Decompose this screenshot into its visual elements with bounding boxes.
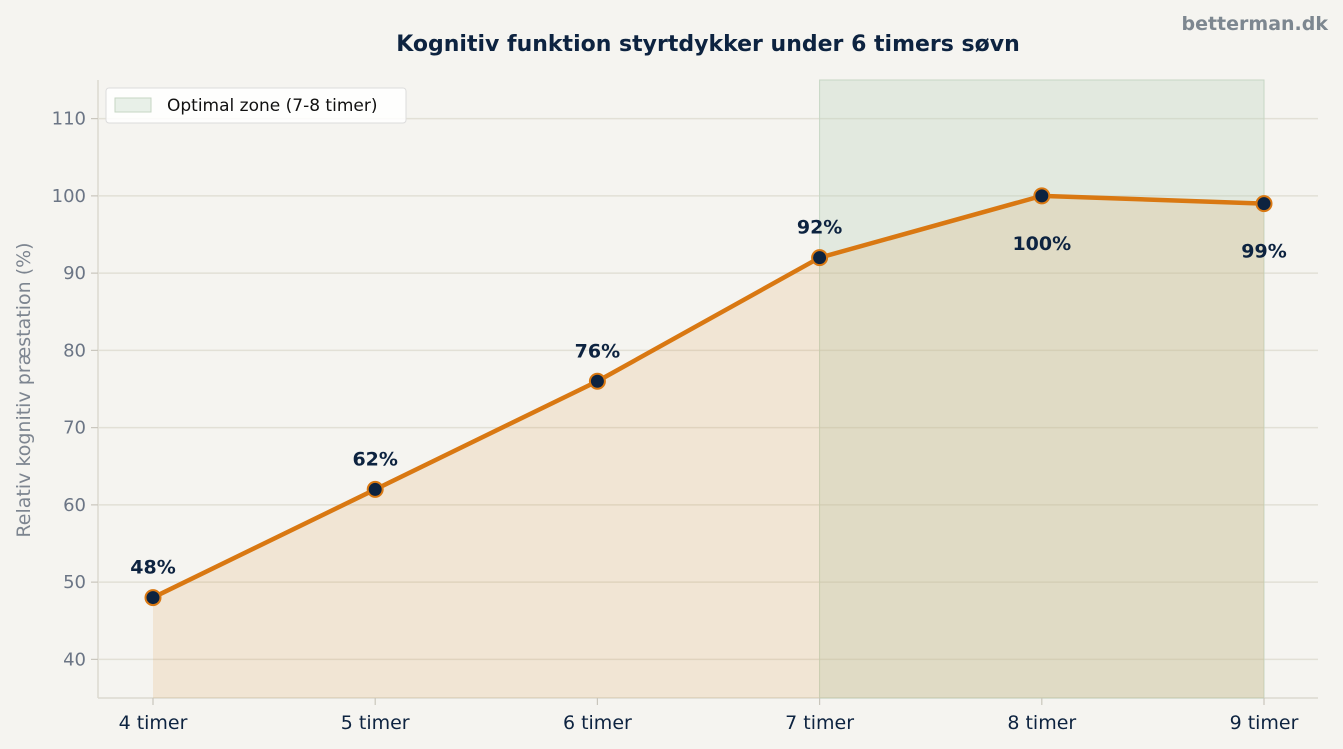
x-tick-label: 4 timer (119, 712, 188, 734)
data-point (588, 372, 606, 390)
legend-label: Optimal zone (7-8 timer) (167, 96, 377, 116)
y-tick-label: 100 (52, 186, 86, 207)
y-tick-label: 70 (63, 418, 86, 439)
data-point (1033, 187, 1051, 205)
data-point (144, 589, 162, 607)
chart-title: Kognitiv funktion styrtdykker under 6 ti… (396, 32, 1020, 57)
area-fill (153, 195, 1264, 698)
optimal-zone-band (819, 79, 1265, 699)
data-label: 100% (1012, 233, 1071, 255)
data-point (1255, 195, 1273, 213)
data-label: 48% (130, 557, 175, 579)
data-label: 62% (352, 448, 397, 470)
x-tick-label: 5 timer (341, 712, 410, 734)
data-point (811, 249, 829, 267)
y-tick-label: 40 (63, 649, 86, 670)
legend: Optimal zone (7-8 timer) (105, 87, 407, 124)
data-label: 92% (797, 217, 842, 239)
x-tick-label: 9 timer (1230, 712, 1299, 734)
data-label: 99% (1241, 241, 1286, 263)
legend-swatch (114, 97, 152, 113)
y-tick-label: 90 (63, 263, 86, 284)
y-tick-label: 110 (52, 109, 86, 130)
y-tick-label: 80 (63, 340, 86, 361)
data-label: 76% (575, 340, 620, 362)
legend-box (105, 87, 407, 124)
x-tick-label: 8 timer (1007, 712, 1076, 734)
data-point (366, 480, 384, 498)
plot-area: 40 50 60 70 80 90 100 110 48% 62% 76% 92% 100% 99% 4 t… (52, 79, 1318, 734)
y-tick-label: 50 (63, 572, 86, 593)
series-line (150, 193, 1267, 600)
watermark: betterman.dk (1181, 13, 1328, 35)
x-tick-label: 6 timer (563, 712, 632, 734)
y-axis-label: Relativ kognitiv præstation (%) (13, 242, 35, 537)
y-tick-label: 60 (63, 495, 86, 516)
x-tick-label: 7 timer (785, 712, 854, 734)
